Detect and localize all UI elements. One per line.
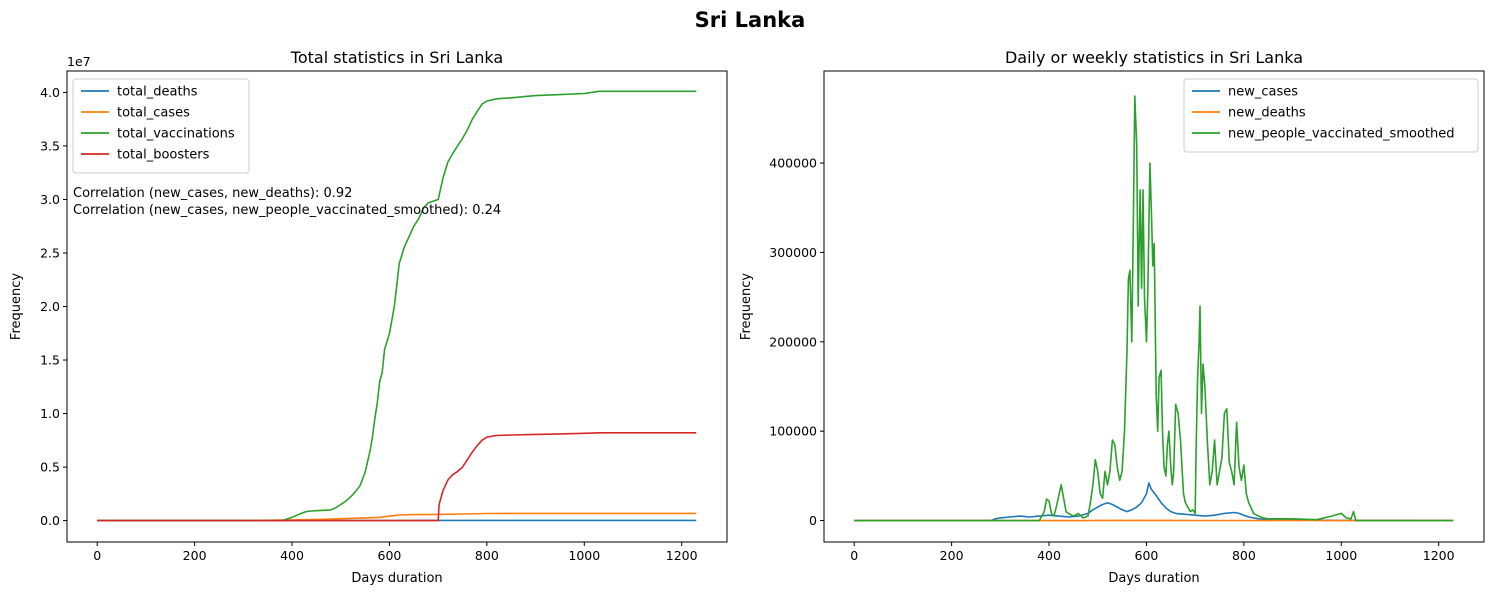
series-line-new-cases (854, 482, 1454, 522)
series-line-total-boosters (97, 432, 697, 522)
x-tick-label: 800 (475, 548, 499, 563)
legend-label: new_deaths (1228, 106, 1306, 121)
legend-label: new_people_vaccinated_smoothed (1228, 127, 1454, 142)
left-chart-panel: Total statistics in Sri Lanka 0 200 400 600 8… (9, 48, 728, 586)
legend-label: new_cases (1228, 85, 1298, 100)
x-tick-label: 1000 (568, 548, 600, 563)
legend-label: total_vaccinations (117, 127, 235, 142)
y-tick-label: 2.0 (40, 299, 60, 314)
series-line-new-people-vaccinated-smoothed (854, 95, 1454, 522)
right-chart-panel: Daily or weekly statistics in Sri Lanka 0… (739, 48, 1485, 586)
x-tick-label: 200 (183, 548, 207, 563)
x-tick-label: 1200 (666, 548, 698, 563)
series-line-total-vaccinations (97, 90, 697, 522)
x-axis-label: Days duration (351, 571, 442, 586)
legend: total_deaths total_cases total_vaccination… (72, 78, 250, 174)
x-tick-label: 1000 (1325, 548, 1357, 563)
x-tick-label: 200 (940, 548, 964, 563)
figure-title: Sri Lanka (695, 8, 806, 32)
legend-label: total_boosters (117, 148, 210, 163)
y-tick-label: 0.0 (40, 513, 60, 528)
x-tick-label: 400 (280, 548, 304, 563)
chart-title: Total statistics in Sri Lanka (290, 48, 503, 67)
x-tick-label: 0 (850, 548, 858, 563)
x-tick-label: 400 (1037, 548, 1061, 563)
series-group (854, 95, 1454, 522)
y-tick-label: 0.5 (40, 460, 60, 475)
y-tick-label: 400000 (769, 156, 817, 171)
x-tick-label: 1200 (1423, 548, 1455, 563)
chart-title: Daily or weekly statistics in Sri Lanka (1005, 48, 1303, 67)
y-tick-label: 200000 (769, 334, 817, 349)
y-tick-label: 300000 (769, 245, 817, 260)
y-tick-label: 1.0 (40, 406, 60, 421)
legend-label: total_deaths (117, 85, 198, 100)
y-tick-label: 100000 (769, 424, 817, 439)
x-axis-label: Days duration (1108, 571, 1199, 586)
y-tick-label: 2.5 (40, 245, 60, 260)
correlation-annotation: Correlation (new_cases, new_deaths): 0.9… (73, 186, 352, 201)
y-tick-label: 4.0 (40, 85, 60, 100)
y-tick-label: 0 (809, 513, 817, 528)
legend: new_cases new_deaths new_people_vaccinated… (1183, 78, 1479, 153)
y-axis-label: Frequency (9, 273, 24, 340)
y-tick-label: 3.0 (40, 192, 60, 207)
x-tick-label: 800 (1232, 548, 1256, 563)
legend-label: total_cases (117, 106, 190, 121)
x-tick-label: 0 (93, 548, 101, 563)
series-group (97, 90, 697, 522)
legend-box (72, 78, 250, 174)
x-tick-label: 600 (378, 548, 402, 563)
correlation-annotation: Correlation (new_cases, new_people_vacci… (73, 203, 501, 218)
y-axis-label: Frequency (739, 273, 754, 340)
y-axis-offset-label: 1e7 (67, 54, 91, 69)
y-tick-label: 1.5 (40, 353, 60, 368)
y-tick-label: 3.5 (40, 138, 60, 153)
x-tick-label: 600 (1135, 548, 1159, 563)
series-line-total-cases (97, 512, 697, 522)
legend-box (1183, 78, 1479, 153)
plot-frame (823, 70, 1485, 543)
